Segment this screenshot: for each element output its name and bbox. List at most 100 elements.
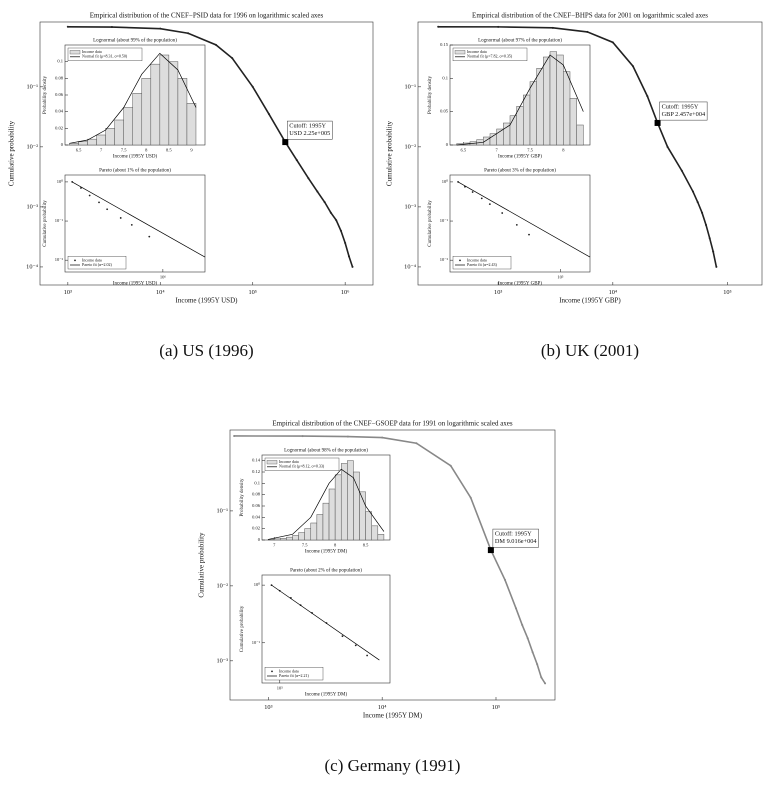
data-point bbox=[415, 442, 418, 445]
data-point bbox=[544, 682, 547, 685]
data-point bbox=[301, 435, 304, 438]
x-tick-label: 7.5 bbox=[527, 148, 533, 153]
data-point bbox=[66, 25, 69, 28]
legend-box bbox=[67, 47, 143, 62]
y-axis-label: Cumulative probability bbox=[428, 200, 433, 247]
x-tick-label: 8.5 bbox=[166, 148, 172, 153]
x-tick-label: 10⁵ bbox=[248, 289, 257, 296]
legend-box bbox=[264, 457, 340, 472]
data-point bbox=[351, 265, 354, 268]
data-point bbox=[88, 194, 91, 197]
data-point bbox=[187, 32, 190, 35]
data-point bbox=[515, 223, 518, 226]
histogram-bar bbox=[150, 63, 161, 146]
data-point bbox=[316, 190, 319, 193]
y-axis-label: Probability density bbox=[428, 76, 433, 114]
y-tick-label: 10⁻³ bbox=[216, 657, 228, 664]
histogram-bar bbox=[69, 143, 79, 146]
data-point bbox=[526, 637, 529, 640]
histogram-bar bbox=[503, 122, 511, 146]
chart-title: Pareto (about 2% of the population) bbox=[290, 569, 362, 574]
histogram-bar bbox=[273, 538, 281, 541]
x-tick-label: 8.5 bbox=[363, 543, 369, 548]
data-point bbox=[98, 201, 100, 204]
x-axis-label: Income (1995Y DM) bbox=[305, 693, 348, 698]
y-tick-label: 0.08 bbox=[252, 492, 261, 497]
data-point bbox=[148, 235, 151, 238]
legend-swatch bbox=[454, 50, 466, 55]
x-tick-label: 10⁵ bbox=[492, 704, 501, 711]
x-tick-label: 10⁵ bbox=[277, 686, 284, 691]
data-point bbox=[497, 25, 500, 28]
histogram-bar bbox=[347, 460, 354, 541]
y-axis-label: Cumulative probability bbox=[240, 605, 245, 652]
y-tick-label: 10⁻¹ bbox=[216, 507, 228, 514]
histogram-bar bbox=[298, 532, 305, 541]
x-tick-label: 10⁶ bbox=[341, 289, 350, 296]
y-tick-label: 0.1 bbox=[57, 59, 63, 64]
data-point bbox=[251, 85, 254, 88]
histogram-bar bbox=[563, 71, 571, 146]
histogram-bar bbox=[286, 536, 293, 541]
histogram-bar bbox=[168, 61, 179, 146]
y-axis-label: Cumulative probability bbox=[386, 120, 394, 186]
y-tick-label: 10⁻² bbox=[216, 582, 228, 589]
histogram-bar bbox=[316, 514, 324, 541]
data-point bbox=[666, 145, 669, 148]
data-point bbox=[540, 676, 543, 679]
y-tick-label: 0.15 bbox=[440, 42, 449, 47]
y-tick-label: 0.02 bbox=[55, 125, 63, 130]
y-tick-label: 10⁻⁴ bbox=[26, 263, 39, 270]
legend-box bbox=[452, 47, 528, 62]
histogram-bar bbox=[576, 124, 584, 146]
data-point bbox=[119, 217, 122, 219]
x-axis-label: Income (1995Y GBP) bbox=[498, 155, 542, 160]
data-point bbox=[295, 159, 298, 162]
data-point bbox=[381, 436, 384, 439]
data-point bbox=[701, 211, 704, 214]
data-point bbox=[214, 43, 217, 46]
fit-line bbox=[456, 54, 584, 146]
x-tick-label: 9 bbox=[190, 148, 193, 153]
annotation-text: Cutoff: 1995Y bbox=[289, 122, 326, 129]
x-tick-label: 7 bbox=[273, 543, 276, 548]
legend-label: Normal fit (μ=8.12, σ=0.33) bbox=[279, 464, 325, 470]
annotation-box bbox=[287, 120, 333, 140]
plot-area bbox=[261, 574, 391, 684]
data-point bbox=[341, 635, 344, 638]
x-tick-label: 10⁵ bbox=[557, 275, 564, 280]
y-axis-label: Cumulative probability bbox=[43, 200, 48, 247]
chart-title: Empirical distribution of the CNEF−GSOEP… bbox=[272, 419, 513, 427]
histogram-bar bbox=[186, 103, 197, 146]
y-tick-label: 0.05 bbox=[440, 109, 449, 114]
cutoff-marker bbox=[487, 547, 494, 554]
data-point bbox=[354, 644, 357, 647]
histogram-bar bbox=[549, 51, 557, 146]
y-tick-label: 10⁻¹ bbox=[252, 640, 261, 645]
x-axis-label: Income (1995Y USD) bbox=[113, 155, 158, 160]
data-point bbox=[335, 219, 338, 222]
y-tick-label: 0.06 bbox=[55, 92, 64, 97]
legend-label: Income data bbox=[279, 668, 299, 673]
y-tick-label: 10⁻² bbox=[55, 257, 64, 262]
data-point bbox=[515, 607, 518, 610]
histogram-bar bbox=[123, 107, 133, 146]
legend-label: Income data bbox=[467, 49, 487, 54]
legend-box bbox=[67, 256, 127, 270]
annotation-text: USD 2.25e+005 bbox=[289, 130, 330, 137]
y-tick-label: 10⁻¹ bbox=[55, 218, 64, 223]
data-point bbox=[528, 233, 530, 236]
x-tick-label: 8 bbox=[562, 148, 565, 153]
histogram-bar bbox=[177, 78, 188, 146]
fit-line bbox=[268, 468, 385, 540]
y-tick-label: 0.1 bbox=[254, 480, 260, 485]
histogram-bar bbox=[304, 528, 312, 541]
histogram-bar bbox=[105, 128, 115, 146]
annotation-box bbox=[659, 101, 708, 121]
annotation-text: Cutoff: 1995Y bbox=[495, 530, 532, 537]
histogram-bar bbox=[377, 534, 385, 541]
y-tick-label: 10⁰ bbox=[57, 179, 64, 184]
x-tick-label: 10⁴ bbox=[378, 704, 387, 711]
y-tick-label: 10⁻¹ bbox=[440, 218, 449, 223]
